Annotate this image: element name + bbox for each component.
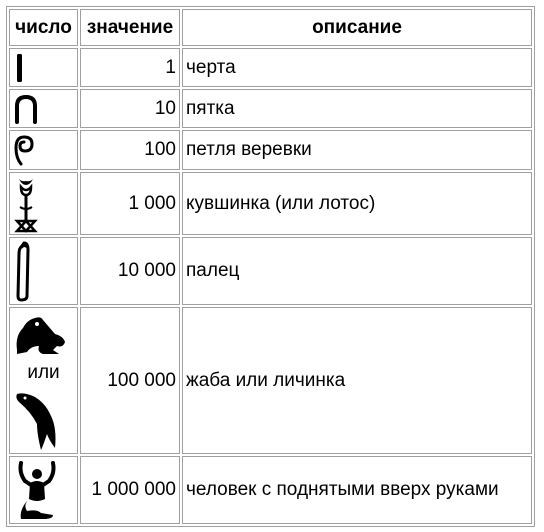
description-cell: человек с поднятыми вверх руками (182, 456, 532, 524)
table-row: 1 000 000 человек с поднятыми вверх рука… (9, 456, 532, 524)
tadpole-icon (13, 390, 63, 452)
table-row: 10 000 палец (9, 237, 532, 305)
table-header-row: число значение описание (9, 9, 532, 46)
egyptian-numerals-table: число значение описание 1 черта (6, 6, 535, 527)
table-row: 1 000 кувшинка (или лотос) (9, 172, 532, 235)
description-cell: палец (182, 237, 532, 305)
glyph-cell (9, 130, 78, 170)
description-cell: жаба или личинка (182, 307, 532, 454)
description-cell: пятка (182, 89, 532, 128)
description-cell: кувшинка (или лотос) (182, 172, 532, 235)
value-cell: 1 (80, 48, 180, 87)
header-glyph: число (9, 9, 78, 46)
table-row: 100 петля веревки (9, 130, 532, 170)
table-row: или 100 000 жаба или личинка (9, 307, 532, 454)
glyph-or-word: или (27, 361, 60, 383)
glyph-cell (9, 237, 78, 305)
value-cell: 100 (80, 130, 180, 170)
glyph-cell (9, 456, 78, 524)
glyph-cell (9, 172, 78, 235)
glyph-cell (9, 48, 78, 87)
value-cell: 10 000 (80, 237, 180, 305)
glyph-cell (9, 89, 78, 128)
header-value: значение (80, 9, 180, 46)
stroke-icon (13, 53, 74, 83)
description-cell: петля веревки (182, 130, 532, 170)
heel-bone-icon (13, 94, 74, 124)
finger-icon (13, 240, 74, 302)
value-cell: 1 000 000 (80, 456, 180, 524)
frog-icon (13, 310, 67, 356)
value-cell: 100 000 (80, 307, 180, 454)
value-cell: 1 000 (80, 172, 180, 235)
rope-coil-icon (13, 134, 74, 166)
raised-arms-man-icon (13, 459, 74, 521)
table-row: 10 пятка (9, 89, 532, 128)
description-cell: черта (182, 48, 532, 87)
header-description: описание (182, 9, 532, 46)
glyph-cell: или (9, 307, 78, 454)
lotus-icon (13, 175, 74, 233)
table-row: 1 черта (9, 48, 532, 87)
value-cell: 10 (80, 89, 180, 128)
